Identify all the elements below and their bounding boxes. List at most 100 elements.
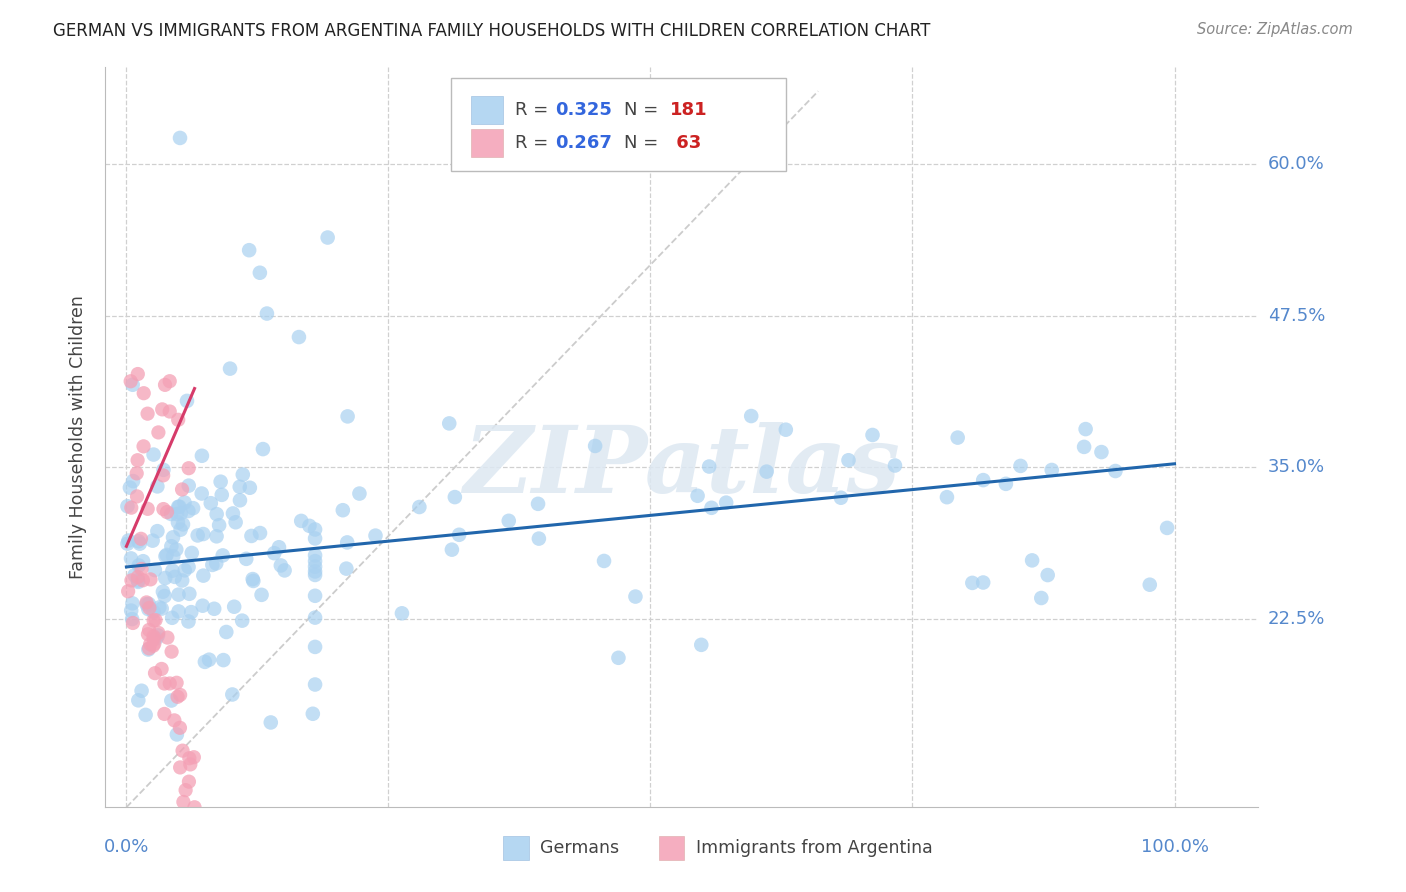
Point bbox=[349, 486, 371, 500]
Point bbox=[162, 530, 184, 544]
Point bbox=[304, 640, 326, 654]
Point bbox=[191, 449, 214, 463]
Point bbox=[173, 495, 195, 509]
Point bbox=[127, 693, 149, 707]
Point bbox=[167, 588, 190, 602]
Point bbox=[129, 532, 152, 546]
Point bbox=[740, 409, 762, 423]
Point bbox=[146, 628, 169, 642]
Point bbox=[391, 607, 413, 621]
Point bbox=[127, 574, 149, 589]
Point bbox=[169, 721, 191, 735]
Point bbox=[180, 605, 202, 619]
Point bbox=[972, 473, 994, 487]
Point bbox=[1010, 458, 1032, 473]
Point bbox=[120, 574, 142, 588]
Point bbox=[143, 666, 166, 681]
Point bbox=[364, 528, 387, 542]
Point bbox=[172, 795, 194, 809]
Point bbox=[304, 677, 326, 691]
Point bbox=[159, 404, 181, 418]
Point bbox=[252, 442, 274, 456]
Point bbox=[160, 611, 183, 625]
Point bbox=[249, 526, 271, 541]
Text: 35.0%: 35.0% bbox=[1268, 458, 1326, 476]
Point bbox=[169, 688, 191, 702]
Point bbox=[117, 500, 139, 514]
Point bbox=[187, 528, 209, 542]
Point bbox=[298, 519, 321, 533]
Point bbox=[128, 558, 150, 573]
Point bbox=[177, 504, 200, 518]
Point bbox=[200, 496, 222, 510]
Text: N =: N = bbox=[624, 101, 664, 119]
Point bbox=[167, 604, 190, 618]
Bar bbox=[659, 836, 685, 860]
Point bbox=[142, 533, 165, 548]
Point bbox=[165, 542, 187, 557]
Point bbox=[145, 613, 167, 627]
Point bbox=[128, 537, 150, 551]
Point bbox=[607, 650, 630, 665]
Point bbox=[1104, 464, 1126, 478]
Point bbox=[205, 557, 228, 571]
Point bbox=[884, 458, 907, 473]
Point bbox=[138, 641, 160, 656]
Point bbox=[962, 575, 984, 590]
Point bbox=[1021, 553, 1043, 567]
Point bbox=[1040, 463, 1063, 477]
Point bbox=[946, 431, 969, 445]
Point bbox=[156, 548, 179, 562]
Point bbox=[132, 574, 155, 588]
Point bbox=[162, 564, 184, 578]
Point bbox=[135, 597, 157, 611]
Text: R =: R = bbox=[515, 101, 554, 119]
Point bbox=[177, 774, 200, 789]
Point bbox=[167, 500, 190, 514]
Point bbox=[138, 623, 160, 637]
Point bbox=[527, 532, 550, 546]
Point bbox=[160, 693, 183, 707]
Point bbox=[136, 501, 159, 516]
Point bbox=[697, 459, 720, 474]
Point bbox=[138, 602, 160, 616]
Point bbox=[166, 675, 188, 690]
Point bbox=[173, 563, 195, 577]
Point bbox=[190, 486, 212, 500]
Text: 100.0%: 100.0% bbox=[1140, 838, 1209, 855]
Point bbox=[177, 478, 200, 492]
Point bbox=[209, 475, 232, 489]
Point bbox=[136, 407, 159, 421]
Point bbox=[242, 572, 264, 586]
Point bbox=[1036, 568, 1059, 582]
Point bbox=[166, 727, 188, 741]
Point bbox=[263, 546, 285, 560]
Text: 181: 181 bbox=[671, 101, 709, 119]
Point bbox=[1090, 445, 1112, 459]
Point bbox=[160, 539, 183, 553]
Point bbox=[152, 463, 174, 477]
Point bbox=[172, 744, 194, 758]
Point bbox=[212, 653, 235, 667]
Text: 47.5%: 47.5% bbox=[1268, 307, 1326, 325]
Point bbox=[201, 558, 224, 572]
Point bbox=[138, 642, 160, 657]
Point bbox=[304, 568, 326, 582]
Point bbox=[127, 570, 149, 584]
Point bbox=[936, 490, 959, 504]
Point bbox=[117, 537, 139, 551]
Point bbox=[219, 361, 242, 376]
Point bbox=[1139, 578, 1161, 592]
Point bbox=[138, 601, 160, 615]
Point bbox=[125, 467, 148, 481]
Point bbox=[238, 243, 260, 257]
Point bbox=[127, 534, 149, 549]
Point bbox=[170, 506, 193, 520]
Point bbox=[120, 500, 142, 515]
Point bbox=[205, 507, 228, 521]
Point bbox=[837, 453, 859, 467]
Point bbox=[624, 590, 647, 604]
Text: ZIPatlas: ZIPatlas bbox=[464, 422, 900, 512]
Point bbox=[304, 554, 326, 568]
Point bbox=[239, 481, 262, 495]
